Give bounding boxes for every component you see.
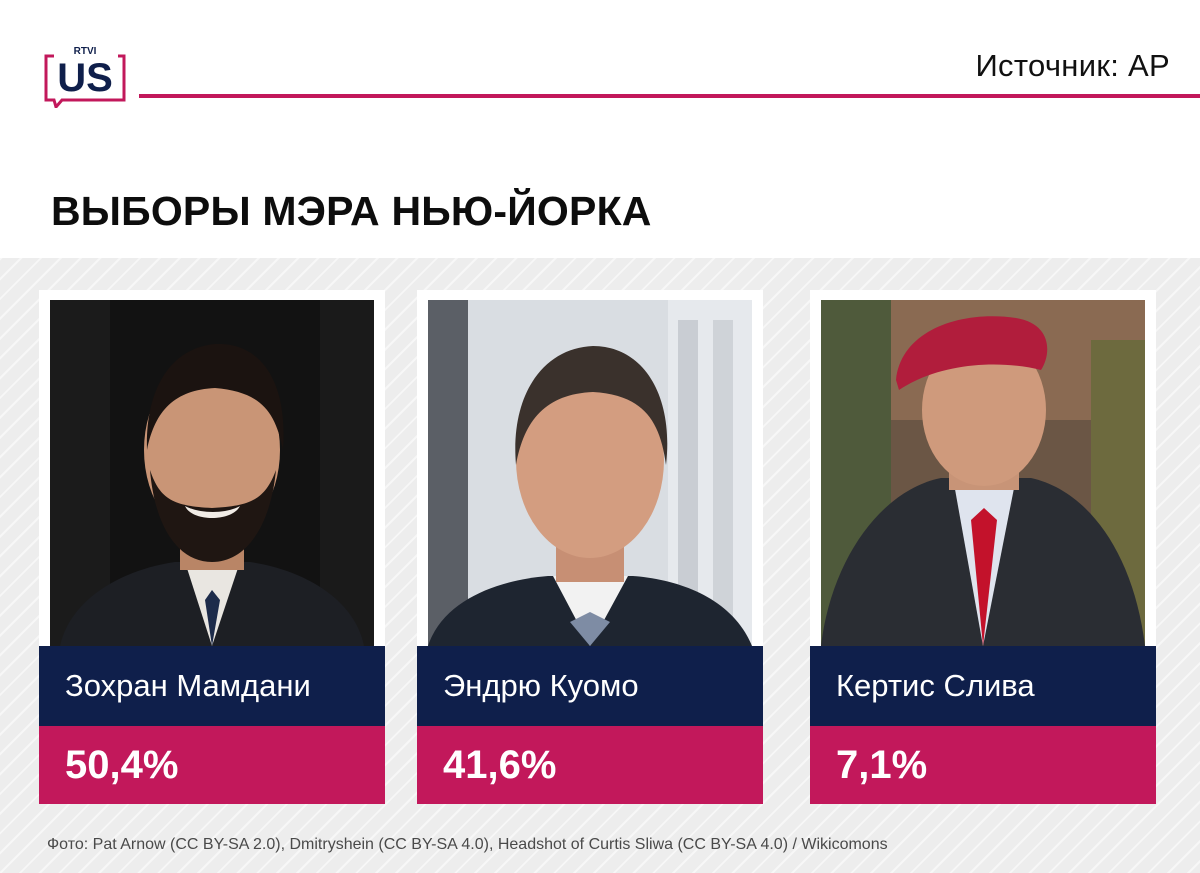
candidate-card-mamdani: Зохран Мамдани 50,4% (39, 290, 385, 804)
candidate-name: Эндрю Куомо (417, 646, 763, 726)
candidate-photo-cuomo (428, 300, 752, 646)
page-title: ВЫБОРЫ МЭРА НЬЮ-ЙОРКА (51, 188, 652, 234)
candidate-percent: 7,1% (810, 726, 1156, 804)
candidate-name: Зохран Мамдани (39, 646, 385, 726)
candidate-percent: 50,4% (39, 726, 385, 804)
candidate-card-cuomo: Эндрю Куомо 41,6% (417, 290, 763, 804)
header-divider (139, 94, 1200, 98)
rtvi-us-logo: RTVI US (44, 44, 126, 108)
candidate-photo-mamdani (50, 300, 374, 646)
candidate-percent: 41,6% (417, 726, 763, 804)
candidate-card-sliwa: Кертис Слива 7,1% (810, 290, 1156, 804)
svg-text:RTVI: RTVI (74, 46, 97, 57)
candidate-name: Кертис Слива (810, 646, 1156, 726)
photo-credit: Фото: Pat Arnow (CC BY-SA 2.0), Dmitrysh… (47, 836, 888, 853)
svg-text:US: US (57, 56, 113, 100)
source-label: Источник: AP (975, 48, 1170, 83)
candidate-photo-sliwa (821, 300, 1145, 646)
